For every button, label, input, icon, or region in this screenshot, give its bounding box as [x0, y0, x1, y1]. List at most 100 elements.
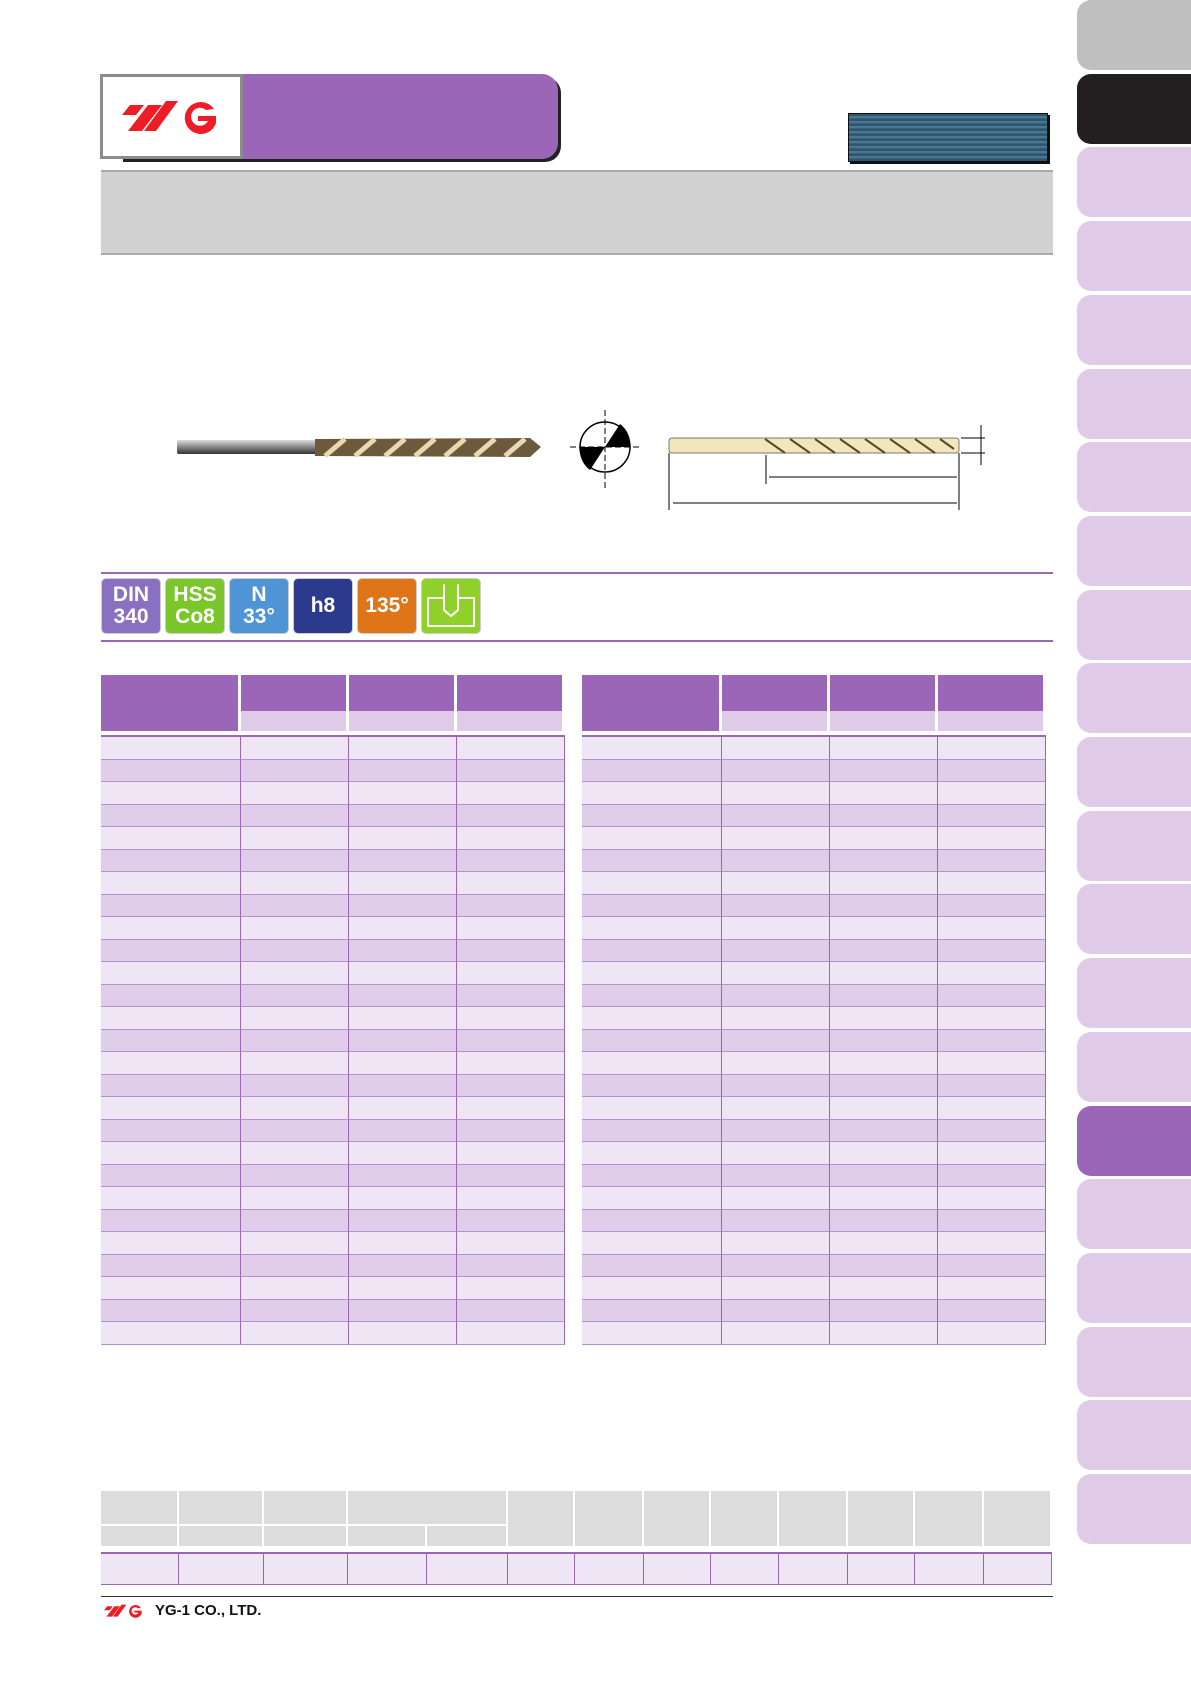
table-row	[582, 1277, 1046, 1300]
table-cell	[241, 1119, 349, 1142]
table-cell	[457, 782, 565, 805]
din-340-icon-line1: DIN	[112, 583, 150, 606]
table-cell	[830, 1142, 938, 1165]
table-cell	[830, 737, 938, 760]
table-cell	[582, 917, 722, 940]
table-row	[582, 1187, 1046, 1210]
section-tab-2[interactable]	[1077, 73, 1191, 144]
table-row	[582, 984, 1046, 1007]
table-row	[101, 939, 565, 962]
table-cell	[349, 1074, 457, 1097]
table-row	[101, 872, 565, 895]
section-tab-5[interactable]	[1077, 294, 1191, 365]
subheader-row	[101, 711, 565, 731]
spec-table-1	[101, 675, 565, 1345]
section-tab-18[interactable]	[1077, 1252, 1191, 1323]
footer: YG-1 CO., LTD.	[101, 1602, 261, 1619]
table-cell	[101, 1164, 241, 1187]
section-tab-17[interactable]	[1077, 1179, 1191, 1250]
section-tab-13[interactable]	[1077, 884, 1191, 955]
section-tab-10[interactable]	[1077, 663, 1191, 734]
table-cell	[582, 1052, 722, 1075]
table-row	[582, 1299, 1046, 1322]
section-tab-19[interactable]	[1077, 1326, 1191, 1397]
table-cell	[830, 939, 938, 962]
column-header	[915, 1491, 984, 1548]
table-row	[101, 1119, 565, 1142]
table-row	[101, 1299, 565, 1322]
table-cell	[101, 1052, 241, 1075]
table-cell	[582, 827, 722, 850]
table-cell	[349, 1232, 457, 1255]
table-row	[101, 1074, 565, 1097]
table-cell	[575, 1552, 644, 1585]
column-header	[101, 675, 241, 731]
section-tab-7[interactable]	[1077, 442, 1191, 513]
table-cell	[582, 872, 722, 895]
table-cell	[349, 1187, 457, 1210]
section-tab-20[interactable]	[1077, 1400, 1191, 1471]
table-cell	[830, 872, 938, 895]
section-tab-21[interactable]	[1077, 1474, 1191, 1544]
table-cell	[241, 849, 349, 872]
table-cell	[457, 984, 565, 1007]
table-cell	[457, 1097, 565, 1120]
table-cell	[241, 1007, 349, 1030]
table-cell	[101, 827, 241, 850]
table-cell	[830, 1254, 938, 1277]
header-gap	[101, 731, 565, 737]
section-tab-16[interactable]	[1077, 1105, 1191, 1176]
company-name: YG-1 CO., LTD.	[155, 1602, 262, 1619]
drill-cross-section-diagram	[570, 410, 640, 490]
table-row	[101, 962, 565, 985]
table-row	[101, 1029, 565, 1052]
table-cell	[722, 1119, 830, 1142]
section-tab-15[interactable]	[1077, 1031, 1191, 1102]
table-cell	[241, 1052, 349, 1075]
table-cell	[241, 1074, 349, 1097]
table-cell	[101, 917, 241, 940]
table-cell	[508, 1552, 575, 1585]
table-cell	[241, 1254, 349, 1277]
table-cell	[457, 804, 565, 827]
table-cell	[457, 1209, 565, 1232]
table-cell	[830, 827, 938, 850]
section-tab-4[interactable]	[1077, 221, 1191, 292]
section-tab-12[interactable]	[1077, 810, 1191, 881]
table-cell	[830, 1209, 938, 1232]
table-cell	[101, 1299, 241, 1322]
table-row	[582, 849, 1046, 872]
column-header	[722, 675, 830, 711]
table-cell	[101, 1007, 241, 1030]
table-cell	[457, 1119, 565, 1142]
table-cell	[457, 1277, 565, 1300]
table-cell	[830, 962, 938, 985]
table-row	[582, 737, 1046, 760]
table-cell	[830, 1277, 938, 1300]
helix-angle-33-icon-line2: 33°	[243, 605, 275, 628]
section-tab-11[interactable]	[1077, 737, 1191, 807]
table-cell	[830, 1007, 938, 1030]
table-cell	[241, 1029, 349, 1052]
table-cell	[582, 1322, 722, 1345]
table-cell	[938, 917, 1046, 940]
table-cell	[101, 872, 241, 895]
section-tab-1[interactable]	[1077, 0, 1191, 70]
table-cell	[915, 1552, 984, 1585]
section-tab-8[interactable]	[1077, 515, 1191, 586]
table-cell	[582, 1007, 722, 1030]
table-cell	[830, 1299, 938, 1322]
table-row	[582, 1029, 1046, 1052]
section-tab-14[interactable]	[1077, 958, 1191, 1029]
table-row	[101, 1052, 565, 1075]
table-cell	[349, 737, 457, 760]
header-row	[101, 1491, 1052, 1548]
table-row	[101, 737, 565, 760]
gap	[582, 731, 1046, 737]
section-tab-6[interactable]	[1077, 368, 1191, 439]
section-tab-9[interactable]	[1077, 589, 1191, 660]
table-cell	[241, 1277, 349, 1300]
column-unit-header	[349, 711, 457, 731]
table-cell	[349, 984, 457, 1007]
section-tab-3[interactable]	[1077, 147, 1191, 218]
